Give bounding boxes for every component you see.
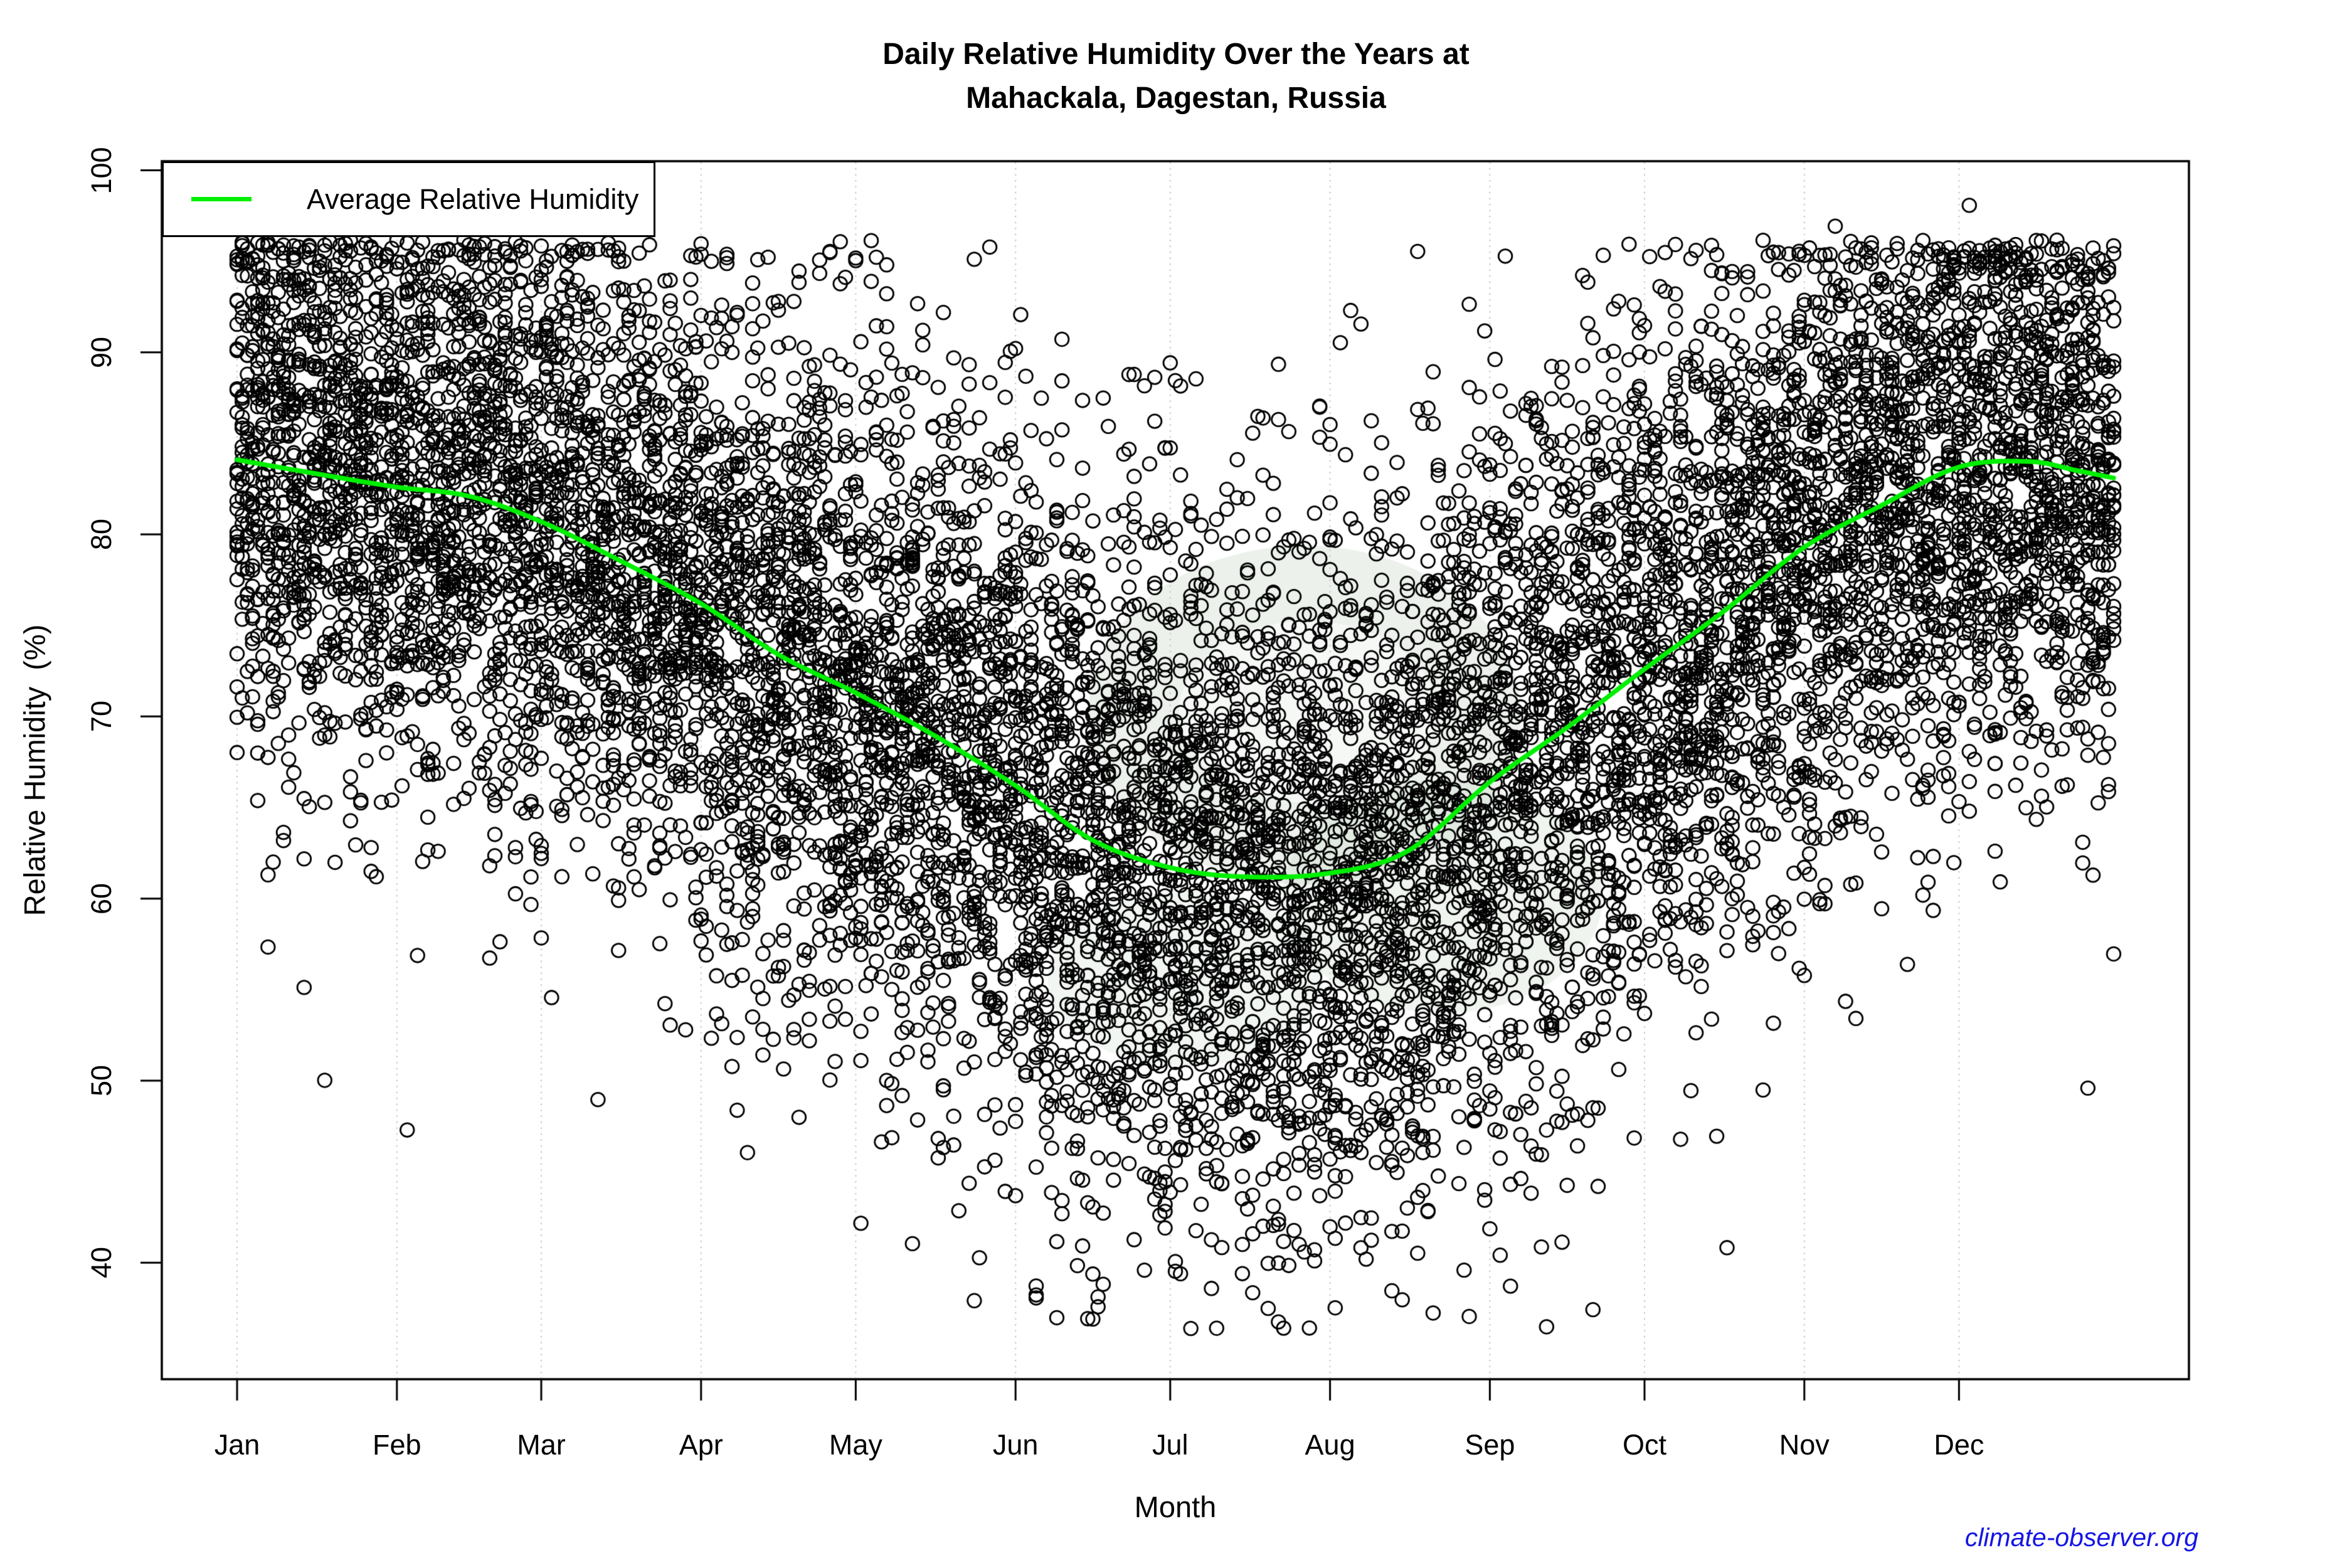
x-tick-label: Dec bbox=[1934, 1429, 1984, 1461]
x-tick-label: Sep bbox=[1465, 1429, 1515, 1461]
x-tick-label: Apr bbox=[679, 1429, 723, 1461]
chart-title-line1: Daily Relative Humidity Over the Years a… bbox=[882, 38, 1470, 71]
y-axis-title: Relative Humidity (%) bbox=[18, 624, 51, 916]
x-tick-label: Jul bbox=[1152, 1429, 1189, 1461]
y-tick-label: 50 bbox=[85, 1064, 117, 1096]
x-tick-label: Nov bbox=[1779, 1429, 1830, 1461]
x-axis-title: Month bbox=[1134, 1490, 1217, 1523]
y-tick-label: 100 bbox=[85, 146, 117, 194]
x-tick-label: Feb bbox=[373, 1429, 421, 1461]
x-tick-label: Aug bbox=[1305, 1429, 1355, 1461]
x-tick-label: Jan bbox=[214, 1429, 260, 1461]
y-tick-label: 60 bbox=[85, 882, 117, 914]
legend-line-sample bbox=[191, 197, 252, 201]
x-tick-label: May bbox=[829, 1429, 882, 1461]
watermark-link[interactable]: climate-observer.org bbox=[1964, 1523, 2198, 1552]
x-tick-label: Jun bbox=[992, 1429, 1039, 1461]
chart-title-line2: Mahackala, Dagestan, Russia bbox=[966, 82, 1386, 115]
x-tick-label: Mar bbox=[517, 1429, 566, 1461]
y-tick-label: 70 bbox=[85, 701, 117, 733]
y-tick-label: 40 bbox=[85, 1247, 117, 1279]
chart-title: Daily Relative Humidity Over the Years a… bbox=[0, 33, 2352, 120]
y-tick-label: 90 bbox=[85, 336, 117, 368]
y-tick-label: 80 bbox=[85, 519, 117, 551]
x-tick-label: Oct bbox=[1622, 1429, 1666, 1461]
legend: Average Relative Humidity bbox=[162, 161, 655, 237]
legend-label: Average Relative Humidity bbox=[307, 183, 639, 215]
